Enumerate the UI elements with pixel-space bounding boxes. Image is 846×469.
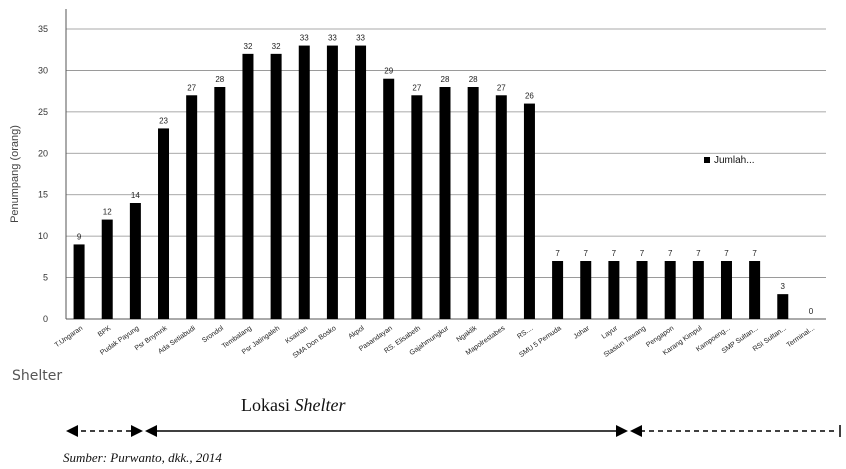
bar bbox=[411, 95, 423, 320]
y-tick-label: 35 bbox=[38, 24, 48, 34]
y-tick-label: 25 bbox=[38, 107, 48, 117]
bar bbox=[692, 261, 704, 319]
x-tick-label: Ngaklik bbox=[455, 325, 478, 344]
bar bbox=[242, 53, 254, 319]
data-label: 3 bbox=[781, 282, 786, 291]
data-label: 0 bbox=[809, 307, 814, 316]
arrow-left-head-icon bbox=[630, 425, 642, 437]
y-tick-label: 10 bbox=[38, 231, 48, 241]
x-tick-label: Terminal... bbox=[786, 325, 817, 349]
y-tick-label: 0 bbox=[43, 314, 48, 324]
bar bbox=[158, 128, 170, 319]
bar bbox=[326, 45, 338, 319]
x-tick-label: T.Ungaran bbox=[54, 325, 85, 349]
data-label: 7 bbox=[555, 249, 560, 258]
data-label: 23 bbox=[159, 116, 168, 125]
x-axis-label: Shelter bbox=[12, 368, 62, 384]
data-label: 32 bbox=[244, 42, 253, 51]
data-label: 26 bbox=[525, 92, 534, 101]
bar bbox=[101, 219, 113, 319]
arrow-left-head-icon bbox=[66, 425, 78, 437]
bar bbox=[552, 261, 564, 319]
data-label: 7 bbox=[584, 249, 589, 258]
x-tick-label: Johar bbox=[573, 325, 592, 341]
location-caption-italic: Shelter bbox=[294, 395, 346, 415]
arrow-right-head-icon bbox=[616, 425, 628, 437]
x-tick-label: BPK bbox=[97, 325, 113, 339]
bar bbox=[467, 87, 479, 319]
bar bbox=[495, 95, 507, 320]
data-label: 12 bbox=[103, 208, 112, 217]
x-tick-label: RS.... bbox=[516, 325, 534, 341]
bar bbox=[636, 261, 648, 319]
y-axis-ticks: 0 5 10 15 20 25 30 35 bbox=[38, 24, 48, 324]
data-label: 28 bbox=[215, 75, 224, 84]
bar bbox=[664, 261, 676, 319]
data-label: 29 bbox=[384, 67, 393, 76]
data-label: 7 bbox=[696, 249, 701, 258]
bar bbox=[608, 261, 620, 319]
bar bbox=[580, 261, 592, 319]
range-arrows bbox=[66, 425, 841, 437]
legend: Jumlah... bbox=[704, 155, 755, 166]
y-tick-label: 20 bbox=[38, 148, 48, 158]
data-label: 7 bbox=[640, 249, 645, 258]
location-caption-prefix: Lokasi bbox=[241, 395, 295, 415]
location-caption: Lokasi Shelter bbox=[241, 395, 346, 416]
data-label: 28 bbox=[441, 75, 450, 84]
bars: 9 12 14 23 27 28 32 32 33 33 33 29 27 28 28 27 26 7 7 7 7 7 7 7… bbox=[73, 34, 814, 320]
data-label: 27 bbox=[412, 83, 421, 92]
data-label: 33 bbox=[356, 34, 365, 43]
x-tick-label: Ksatrian bbox=[284, 325, 309, 346]
arrow-left-head-icon bbox=[145, 425, 157, 437]
legend-swatch bbox=[704, 157, 710, 163]
y-tick-label: 5 bbox=[43, 273, 48, 283]
data-label: 7 bbox=[752, 249, 757, 258]
data-label: 33 bbox=[300, 34, 309, 43]
bar bbox=[777, 294, 789, 319]
data-label: 7 bbox=[668, 249, 673, 258]
bar bbox=[214, 87, 226, 319]
bar bbox=[186, 95, 198, 320]
bar bbox=[270, 53, 282, 319]
source-caption: Sumber: Purwanto, dkk., 2014 bbox=[63, 450, 222, 465]
data-label: 9 bbox=[77, 232, 82, 241]
bar bbox=[383, 78, 395, 319]
bar bbox=[129, 203, 141, 319]
bar bbox=[523, 103, 535, 319]
bar bbox=[749, 261, 761, 319]
x-tick-label: Srondol bbox=[201, 325, 225, 345]
y-tick-label: 15 bbox=[38, 190, 48, 200]
data-label: 27 bbox=[497, 83, 506, 92]
data-label: 7 bbox=[612, 249, 617, 258]
x-tick-label: Layur bbox=[601, 325, 620, 341]
legend-label: Jumlah... bbox=[714, 155, 755, 166]
data-label: 14 bbox=[131, 191, 140, 200]
bar bbox=[720, 261, 732, 319]
bar bbox=[439, 87, 451, 319]
data-label: 32 bbox=[272, 42, 281, 51]
arrow-right-head-icon bbox=[131, 425, 143, 437]
data-label: 27 bbox=[187, 83, 196, 92]
bar bbox=[73, 244, 85, 319]
x-tick-label: Akpol bbox=[347, 325, 366, 341]
y-axis-label: Penumpang (orang) bbox=[9, 125, 21, 223]
data-label: 7 bbox=[724, 249, 729, 258]
bar bbox=[298, 45, 310, 319]
data-label: 33 bbox=[328, 34, 337, 43]
y-tick-label: 30 bbox=[38, 65, 48, 75]
bar bbox=[355, 45, 367, 319]
data-label: 28 bbox=[469, 75, 478, 84]
